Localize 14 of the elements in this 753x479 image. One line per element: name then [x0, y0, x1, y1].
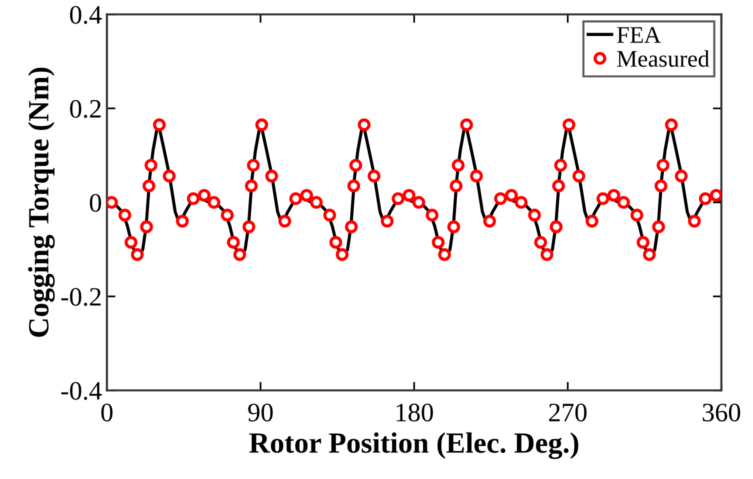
y-tick-label: 0.2 — [70, 100, 101, 118]
x-tick-label: 180 — [396, 404, 433, 422]
legend-label: FEA — [617, 27, 661, 43]
x-axis-title: Rotor Position (Elec. Deg.) — [249, 432, 578, 460]
y-tick-label: -0.4 — [61, 382, 102, 400]
x-tick-label: 90 — [248, 404, 273, 422]
y-tick-label: 0.4 — [70, 6, 102, 24]
y-axis-title: Cogging Torque (Nm) — [28, 68, 55, 337]
x-tick-label: 270 — [549, 404, 587, 422]
y-tick-label: -0.2 — [61, 288, 101, 306]
legend-label: Measured — [617, 50, 710, 67]
y-tick-label: 0 — [90, 194, 102, 212]
x-tick-label: 360 — [702, 404, 740, 422]
x-tick-label: 0 — [101, 404, 113, 422]
